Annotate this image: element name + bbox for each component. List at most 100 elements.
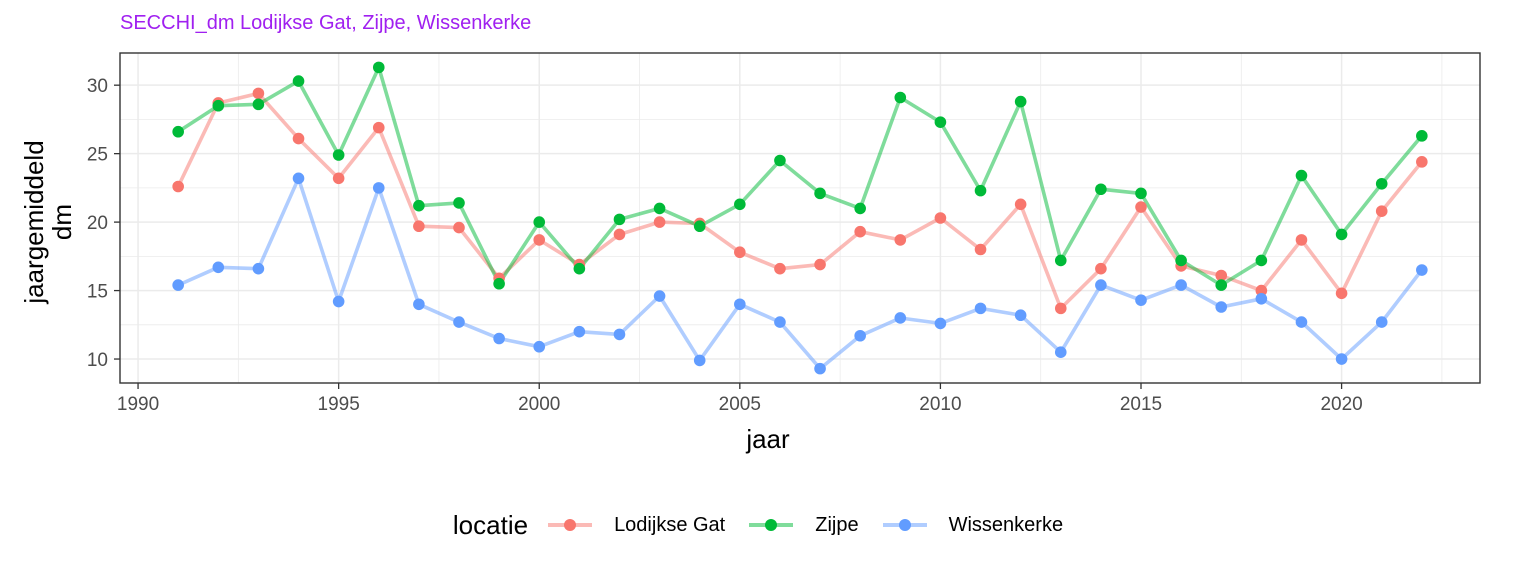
data-point-zijpe — [493, 277, 505, 290]
series-line-zijpe — [177, 65, 1424, 287]
grid-minor — [120, 53, 1480, 383]
data-point-zijpe — [1175, 254, 1187, 267]
x-tick-label: 1995 — [318, 394, 360, 415]
data-point-zijpe — [1054, 254, 1067, 267]
data-point-zijpe — [573, 262, 586, 275]
series-line-lodijkse-gat — [176, 91, 1424, 311]
data-point-zijpe — [693, 220, 706, 233]
data-point-lodijkse-gat — [894, 234, 907, 246]
data-point-wissenkerke — [1295, 316, 1308, 328]
data-point-zijpe — [653, 202, 666, 215]
data-point-lodijkse-gat — [1095, 262, 1107, 275]
chart-title: SECCHI_dm Lodijkse Gat, Zijpe, Wissenker… — [120, 12, 532, 34]
tick-labels: 1990 1995 2000 2005 2010 2015 2020 10 15 20 25 30 — [87, 76, 1363, 415]
data-point-zijpe — [172, 125, 184, 138]
data-point-wissenkerke — [332, 295, 345, 308]
data-point-lodijkse-gat — [814, 258, 826, 271]
series-layer — [172, 61, 1428, 375]
data-point-wissenkerke — [734, 298, 746, 311]
data-point-lodijkse-gat — [1255, 284, 1268, 297]
data-point-zijpe — [332, 149, 345, 161]
x-tick-label: 2005 — [719, 394, 761, 415]
y-tick-label: 10 — [87, 350, 108, 371]
data-point-zijpe — [774, 154, 786, 167]
data-point-wissenkerke — [894, 312, 907, 324]
data-point-lodijkse-gat — [413, 220, 425, 233]
data-point-zijpe — [1375, 177, 1388, 190]
y-axis-label: jaargemiddeld dm — [19, 140, 77, 303]
legend-key-wissenkerke — [879, 515, 931, 535]
legend-item-wissenkerke: Wissenkerke — [879, 514, 1063, 537]
data-point-lodijkse-gat — [1335, 287, 1348, 300]
x-tick-label: 2015 — [1120, 394, 1162, 415]
data-point-zijpe — [974, 184, 987, 197]
data-point-lodijkse-gat — [252, 87, 265, 100]
data-point-lodijkse-gat — [453, 221, 465, 234]
legend: locatie Lodijkse Gat Zijpe Wissenkerke — [0, 505, 1536, 545]
y-tick-label: 20 — [87, 213, 108, 234]
data-point-wissenkerke — [1054, 346, 1067, 358]
data-point-zijpe — [372, 61, 385, 74]
data-point-wissenkerke — [974, 302, 987, 315]
data-point-zijpe — [854, 202, 866, 215]
series-line-wissenkerke — [177, 176, 1424, 371]
data-point-lodijkse-gat — [1295, 234, 1308, 246]
data-point-wissenkerke — [814, 362, 826, 375]
data-point-zijpe — [734, 198, 746, 211]
plot-panel-background — [120, 53, 1480, 383]
data-point-zijpe — [212, 99, 225, 112]
data-point-lodijkse-gat — [1215, 269, 1228, 282]
data-point-zijpe — [453, 197, 465, 209]
data-point-zijpe — [613, 213, 626, 226]
data-point-wissenkerke — [1335, 353, 1348, 365]
data-point-zijpe — [1295, 169, 1308, 182]
y-tick-label: 25 — [87, 145, 108, 166]
data-point-wissenkerke — [934, 317, 947, 330]
data-point-wissenkerke — [573, 325, 586, 338]
data-point-lodijkse-gat — [653, 216, 666, 228]
data-point-zijpe — [533, 216, 546, 228]
legend-key-zijpe — [745, 515, 797, 535]
data-point-wissenkerke — [693, 354, 706, 367]
data-point-wissenkerke — [533, 340, 546, 353]
legend-title: locatie — [452, 509, 529, 540]
data-point-wissenkerke — [1095, 279, 1107, 291]
data-point-wissenkerke — [1215, 301, 1228, 313]
legend-label-zijpe: Zijpe — [815, 513, 859, 536]
data-point-zijpe — [1416, 130, 1428, 142]
data-point-wissenkerke — [172, 279, 184, 291]
x-tick-label: 1990 — [117, 394, 159, 415]
data-point-zijpe — [894, 91, 907, 104]
data-point-wissenkerke — [653, 290, 666, 302]
y-tick-label: 15 — [87, 282, 108, 303]
data-point-lodijkse-gat — [1014, 198, 1027, 211]
data-point-wissenkerke — [252, 262, 265, 275]
plot-panel-border — [119, 52, 1481, 384]
legend-label-wissenkerke: Wissenkerke — [948, 513, 1064, 536]
legend-label-lodijkse-gat: Lodijkse Gat — [614, 513, 726, 536]
data-point-lodijkse-gat — [372, 121, 385, 134]
data-point-wissenkerke — [1416, 264, 1428, 276]
data-point-wissenkerke — [774, 316, 786, 328]
data-point-zijpe — [1215, 279, 1228, 291]
data-point-zijpe — [934, 116, 947, 128]
data-point-wissenkerke — [613, 328, 626, 341]
data-point-wissenkerke — [1135, 294, 1147, 306]
data-point-lodijkse-gat — [854, 225, 866, 238]
legend-key-lodijkse-gat — [544, 515, 596, 535]
legend-item-lodijkse-gat: Lodijkse Gat — [544, 514, 725, 537]
data-point-lodijkse-gat — [613, 228, 626, 241]
data-point-lodijkse-gat — [1135, 201, 1147, 213]
data-point-lodijkse-gat — [1416, 156, 1428, 168]
axis-ticks — [114, 84, 1343, 389]
data-point-zijpe — [413, 199, 425, 212]
y-axis-label-line-2: dm — [47, 203, 77, 241]
data-point-zijpe — [1135, 187, 1147, 200]
data-point-zijpe — [1255, 254, 1268, 267]
data-point-lodijkse-gat — [774, 262, 786, 275]
data-point-zijpe — [1095, 183, 1107, 196]
data-point-lodijkse-gat — [533, 234, 546, 246]
x-axis-label: jaar — [746, 424, 790, 454]
data-point-wissenkerke — [1375, 316, 1388, 328]
legend-item-zijpe: Zijpe — [745, 513, 859, 537]
